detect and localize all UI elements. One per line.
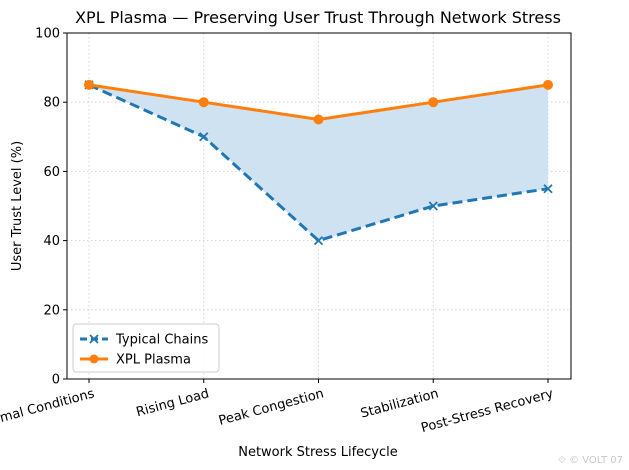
data-point — [543, 79, 553, 90]
data-point — [543, 184, 553, 194]
data-point — [428, 201, 438, 211]
legend-label: XPL Plasma — [116, 353, 191, 368]
fill-between-polygon — [89, 84, 548, 241]
legend: Typical Chains XPL Plasma — [72, 323, 220, 373]
x-tick-label: Post-Stress Recovery — [420, 386, 556, 436]
watermark-icon: ⟐ — [558, 455, 570, 466]
y-axis-title: User Trust Level (%) — [10, 141, 25, 271]
legend-frame — [72, 323, 220, 373]
series-line — [88, 83, 549, 243]
x-tick-label: Rising Load — [135, 386, 211, 420]
x-tick-label: Stabilization — [359, 386, 440, 421]
watermark: ⟐ © VOLT 07 — [558, 455, 623, 466]
axis-layer: 0 20 40 60 80 100 Normal Conditions Rising Load… — [0, 27, 555, 437]
marker-stroke — [199, 132, 209, 142]
series-layer — [84, 79, 553, 246]
marker-stroke — [543, 184, 553, 194]
chart-title: XPL Plasma — Preserving User Trust Throu… — [75, 8, 561, 27]
data-point — [313, 235, 324, 246]
x-axis-title: Network Stress Lifecycle — [238, 445, 398, 460]
legend-label: Typical Chains — [115, 333, 208, 348]
legend-entry: Typical Chains — [80, 333, 208, 348]
y-tick-label: 20 — [43, 303, 60, 318]
legend-entry: XPL Plasma — [80, 353, 191, 368]
x-tick-label: Normal Conditions — [0, 386, 96, 432]
series-xpl-plasma — [84, 79, 553, 125]
data-point — [313, 114, 324, 125]
data-point — [199, 132, 209, 142]
y-tick-label: 100 — [35, 27, 60, 42]
x-tick-label: Peak Congestion — [217, 386, 325, 428]
y-tick-label: 0 — [52, 373, 60, 388]
marker-stroke — [428, 201, 438, 211]
legend-marker — [89, 334, 99, 344]
marker-stroke — [313, 235, 324, 246]
y-tick-label: 40 — [43, 234, 60, 249]
y-tick-label: 60 — [43, 165, 60, 180]
data-point — [428, 97, 439, 108]
legend-marker — [89, 354, 99, 364]
data-point — [84, 79, 94, 90]
y-tick-label: 80 — [43, 96, 60, 111]
data-point — [198, 97, 209, 108]
watermark-text: © VOLT 07 — [569, 455, 623, 466]
fill-between-area — [89, 84, 548, 241]
